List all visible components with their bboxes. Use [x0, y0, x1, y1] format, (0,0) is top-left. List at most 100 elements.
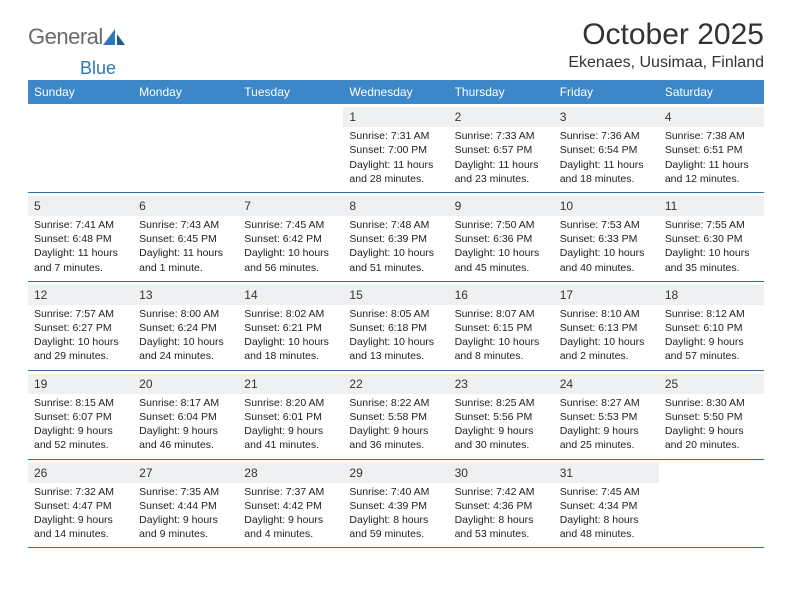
sunset-line: Sunset: 6:33 PM [560, 232, 653, 246]
daylight-line: Daylight: 10 hours and 45 minutes. [455, 246, 548, 274]
day-cell: 3Sunrise: 7:36 AMSunset: 6:54 PMDaylight… [554, 104, 659, 192]
calendar: SundayMondayTuesdayWednesdayThursdayFrid… [28, 80, 764, 548]
daylight-line: Daylight: 9 hours and 25 minutes. [560, 424, 653, 452]
daylight-line: Daylight: 10 hours and 56 minutes. [244, 246, 337, 274]
day-number: 19 [28, 374, 133, 394]
week-row: 12Sunrise: 7:57 AMSunset: 6:27 PMDayligh… [28, 282, 764, 371]
sunrise-line: Sunrise: 8:20 AM [244, 396, 337, 410]
day-number: 25 [659, 374, 764, 394]
daylight-line: Daylight: 8 hours and 48 minutes. [560, 513, 653, 541]
daylight-line: Daylight: 11 hours and 23 minutes. [455, 158, 548, 186]
day-cell: 14Sunrise: 8:02 AMSunset: 6:21 PMDayligh… [238, 282, 343, 370]
sunrise-line: Sunrise: 8:30 AM [665, 396, 758, 410]
sunset-line: Sunset: 6:21 PM [244, 321, 337, 335]
sunset-line: Sunset: 5:56 PM [455, 410, 548, 424]
sunrise-line: Sunrise: 8:00 AM [139, 307, 232, 321]
day-number: 9 [449, 196, 554, 216]
day-number: 8 [343, 196, 448, 216]
week-row: 19Sunrise: 8:15 AMSunset: 6:07 PMDayligh… [28, 371, 764, 460]
day-cell: 25 Sunrise: 8:30 AMSunset: 5:50 PMDayligh… [659, 371, 764, 459]
sunset-line: Sunset: 4:44 PM [139, 499, 232, 513]
day-number: 24 [554, 374, 659, 394]
daylight-line: Daylight: 9 hours and 36 minutes. [349, 424, 442, 452]
sunrise-line: Sunrise: 8:22 AM [349, 396, 442, 410]
sunset-line: Sunset: 4:42 PM [244, 499, 337, 513]
day-number [238, 107, 343, 127]
sunrise-line: Sunrise: 8:12 AM [665, 307, 758, 321]
sunset-line: Sunset: 6:48 PM [34, 232, 127, 246]
daylight-line: Daylight: 9 hours and 20 minutes. [665, 424, 758, 452]
day-cell: 16Sunrise: 8:07 AMSunset: 6:15 PMDayligh… [449, 282, 554, 370]
sunset-line: Sunset: 6:51 PM [665, 143, 758, 157]
day-number: 15 [343, 285, 448, 305]
day-number: 18 [659, 285, 764, 305]
day-number: 26 [28, 463, 133, 483]
day-number: 4 [659, 107, 764, 127]
day-number: 6 [133, 196, 238, 216]
sail-icon [101, 27, 127, 47]
day-cell: 20Sunrise: 8:17 AMSunset: 6:04 PMDayligh… [133, 371, 238, 459]
weekday-header: Friday [554, 80, 659, 104]
daylight-line: Daylight: 9 hours and 52 minutes. [34, 424, 127, 452]
daylight-line: Daylight: 10 hours and 2 minutes. [560, 335, 653, 363]
sunrise-line: Sunrise: 7:37 AM [244, 485, 337, 499]
day-cell: 10Sunrise: 7:53 AMSunset: 6:33 PMDayligh… [554, 193, 659, 281]
location-label: Ekenaes, Uusimaa, Finland [568, 54, 764, 72]
day-cell: 12Sunrise: 7:57 AMSunset: 6:27 PMDayligh… [28, 282, 133, 370]
daylight-line: Daylight: 10 hours and 35 minutes. [665, 246, 758, 274]
sunset-line: Sunset: 6:36 PM [455, 232, 548, 246]
week-row: 26Sunrise: 7:32 AMSunset: 4:47 PMDayligh… [28, 460, 764, 549]
daylight-line: Daylight: 10 hours and 24 minutes. [139, 335, 232, 363]
day-number: 10 [554, 196, 659, 216]
sunrise-line: Sunrise: 7:57 AM [34, 307, 127, 321]
daylight-line: Daylight: 9 hours and 30 minutes. [455, 424, 548, 452]
daylight-line: Daylight: 10 hours and 51 minutes. [349, 246, 442, 274]
sunrise-line: Sunrise: 7:31 AM [349, 129, 442, 143]
daylight-line: Daylight: 8 hours and 53 minutes. [455, 513, 548, 541]
day-number: 27 [133, 463, 238, 483]
logo-text-blue: Blue [80, 58, 116, 79]
month-title: October 2025 [568, 18, 764, 52]
sunrise-line: Sunrise: 7:32 AM [34, 485, 127, 499]
sunrise-line: Sunrise: 7:35 AM [139, 485, 232, 499]
day-number: 20 [133, 374, 238, 394]
day-cell [238, 104, 343, 192]
sunrise-line: Sunrise: 8:10 AM [560, 307, 653, 321]
sunset-line: Sunset: 4:47 PM [34, 499, 127, 513]
daylight-line: Daylight: 9 hours and 14 minutes. [34, 513, 127, 541]
day-number: 11 [659, 196, 764, 216]
sunrise-line: Sunrise: 8:15 AM [34, 396, 127, 410]
sunset-line: Sunset: 6:10 PM [665, 321, 758, 335]
daylight-line: Daylight: 10 hours and 13 minutes. [349, 335, 442, 363]
day-number: 2 [449, 107, 554, 127]
day-number: 31 [554, 463, 659, 483]
sunset-line: Sunset: 4:36 PM [455, 499, 548, 513]
sunset-line: Sunset: 5:53 PM [560, 410, 653, 424]
week-row: 1Sunrise: 7:31 AMSunset: 7:00 PMDaylight… [28, 104, 764, 193]
day-number [133, 107, 238, 127]
day-number: 22 [343, 374, 448, 394]
day-cell: 24Sunrise: 8:27 AMSunset: 5:53 PMDayligh… [554, 371, 659, 459]
sunset-line: Sunset: 6:01 PM [244, 410, 337, 424]
day-cell: 11Sunrise: 7:55 AMSunset: 6:30 PMDayligh… [659, 193, 764, 281]
day-cell: 13Sunrise: 8:00 AMSunset: 6:24 PMDayligh… [133, 282, 238, 370]
daylight-line: Daylight: 9 hours and 57 minutes. [665, 335, 758, 363]
sunrise-line: Sunrise: 8:05 AM [349, 307, 442, 321]
day-number: 17 [554, 285, 659, 305]
weekday-header: Saturday [659, 80, 764, 104]
daylight-line: Daylight: 9 hours and 4 minutes. [244, 513, 337, 541]
day-cell: 4Sunrise: 7:38 AMSunset: 6:51 PMDaylight… [659, 104, 764, 192]
day-cell [659, 460, 764, 548]
sunset-line: Sunset: 5:50 PM [665, 410, 758, 424]
daylight-line: Daylight: 11 hours and 7 minutes. [34, 246, 127, 274]
calendar-page: General October 2025 Ekenaes, Uusimaa, F… [0, 0, 792, 548]
day-cell: 15Sunrise: 8:05 AMSunset: 6:18 PMDayligh… [343, 282, 448, 370]
day-cell: 18 Sunrise: 8:12 AMSunset: 6:10 PMDayligh… [659, 282, 764, 370]
day-cell: 5Sunrise: 7:41 AMSunset: 6:48 PMDaylight… [28, 193, 133, 281]
day-cell: 22Sunrise: 8:22 AMSunset: 5:58 PMDayligh… [343, 371, 448, 459]
day-number: 23 [449, 374, 554, 394]
day-cell: 7Sunrise: 7:45 AMSunset: 6:42 PMDaylight… [238, 193, 343, 281]
day-number: 3 [554, 107, 659, 127]
sunrise-line: Sunrise: 7:38 AM [665, 129, 758, 143]
weekday-row: SundayMondayTuesdayWednesdayThursdayFrid… [28, 80, 764, 104]
